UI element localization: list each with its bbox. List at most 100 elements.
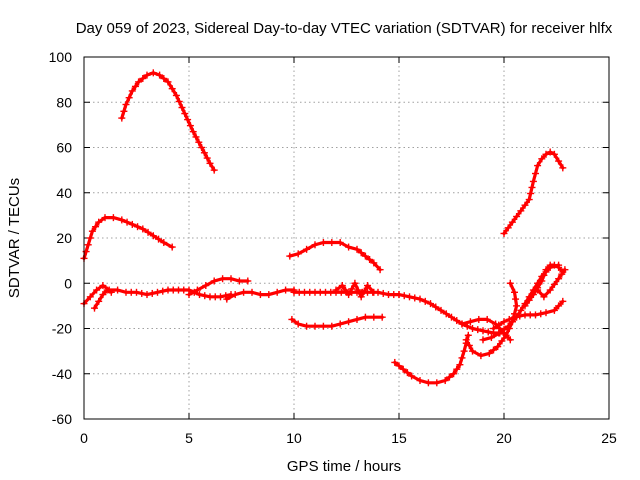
data-point [512, 295, 520, 303]
data-point [196, 291, 203, 299]
data-point [109, 214, 117, 222]
y-tick-label: -40 [52, 366, 72, 382]
data-point [513, 302, 521, 310]
data-point [181, 110, 189, 118]
data-point [437, 306, 445, 314]
y-tick-labels: -60 -40 -20 0 20 40 60 80 100 [49, 49, 73, 427]
data-point [399, 365, 407, 373]
data-point [529, 291, 537, 299]
data-point [416, 295, 424, 303]
data-point [193, 286, 201, 294]
data-point [448, 313, 455, 321]
data-point [508, 218, 516, 226]
data-point [265, 291, 273, 299]
data-point [516, 312, 524, 320]
data-point [456, 361, 464, 369]
chart-title: Day 059 of 2023, Sidereal Day-to-day VTE… [76, 20, 613, 37]
y-tick-label: 100 [49, 49, 73, 65]
series-line [82, 216, 174, 260]
data-point [198, 144, 206, 151]
data-point [95, 297, 103, 305]
data-point [86, 234, 94, 242]
data-point [125, 94, 133, 102]
data-point [537, 310, 545, 318]
data-point [185, 291, 193, 299]
data-point [164, 78, 172, 86]
data-point [360, 287, 368, 295]
data-point [366, 255, 374, 263]
x-tick-label: 15 [391, 430, 407, 446]
data-point [256, 291, 264, 299]
data-point [490, 346, 497, 354]
data-point [203, 154, 211, 162]
data-point [559, 297, 567, 305]
y-tick-label: -60 [52, 411, 72, 427]
x-tick-label: 10 [286, 430, 302, 446]
data-point [432, 303, 440, 311]
data-point [351, 279, 359, 287]
data-point [517, 207, 525, 215]
data-point [139, 225, 147, 233]
data-point [357, 249, 365, 257]
data-point [354, 286, 362, 294]
data-point [149, 232, 157, 240]
y-tick-label: 40 [56, 185, 72, 201]
data-point [555, 263, 563, 271]
data-point [479, 327, 487, 335]
series-right-upper [500, 148, 567, 237]
data-point [416, 377, 424, 385]
data-point [200, 149, 208, 157]
data-point [538, 155, 546, 163]
data-point [364, 282, 371, 290]
data-point [311, 241, 319, 249]
data-point [550, 280, 558, 288]
data-point [540, 293, 548, 301]
data-point [195, 138, 203, 146]
data-point [542, 309, 550, 317]
data-point [521, 302, 529, 310]
data-point [99, 282, 107, 290]
data-point [168, 85, 176, 93]
data-point [184, 116, 192, 124]
x-tick-label: 20 [496, 430, 512, 446]
data-point [160, 74, 168, 82]
series-right-loop [521, 261, 569, 310]
y-tick-label: -20 [52, 321, 72, 337]
data-point [338, 282, 346, 290]
data-point [504, 224, 512, 232]
data-point [345, 243, 353, 251]
data-point [465, 341, 473, 349]
x-tick-label: 0 [80, 430, 88, 446]
data-series [80, 69, 569, 387]
gridlines [84, 57, 609, 419]
data-point [138, 289, 146, 297]
data-point [88, 227, 96, 235]
data-point [95, 218, 103, 226]
series-line [288, 240, 382, 272]
data-point [155, 235, 163, 243]
data-point [303, 245, 311, 253]
data-point [500, 318, 508, 326]
data-point [433, 379, 441, 387]
data-point [525, 296, 533, 304]
data-point [462, 336, 470, 344]
data-point [244, 277, 252, 285]
data-point [148, 289, 156, 297]
data-point [445, 373, 453, 381]
data-point [500, 326, 508, 334]
data-point [210, 166, 218, 174]
data-point [357, 293, 365, 301]
data-point [479, 336, 487, 344]
x-tick-labels: 0 5 10 15 20 25 [80, 430, 617, 446]
data-point [336, 320, 344, 328]
data-point [450, 370, 458, 378]
data-point [93, 286, 101, 294]
data-point [370, 313, 378, 321]
data-point [495, 321, 503, 329]
data-point [123, 218, 131, 226]
data-point [248, 288, 256, 296]
data-point [348, 285, 356, 293]
data-point [294, 250, 302, 258]
y-tick-label: 0 [64, 275, 72, 291]
data-point [143, 291, 151, 299]
